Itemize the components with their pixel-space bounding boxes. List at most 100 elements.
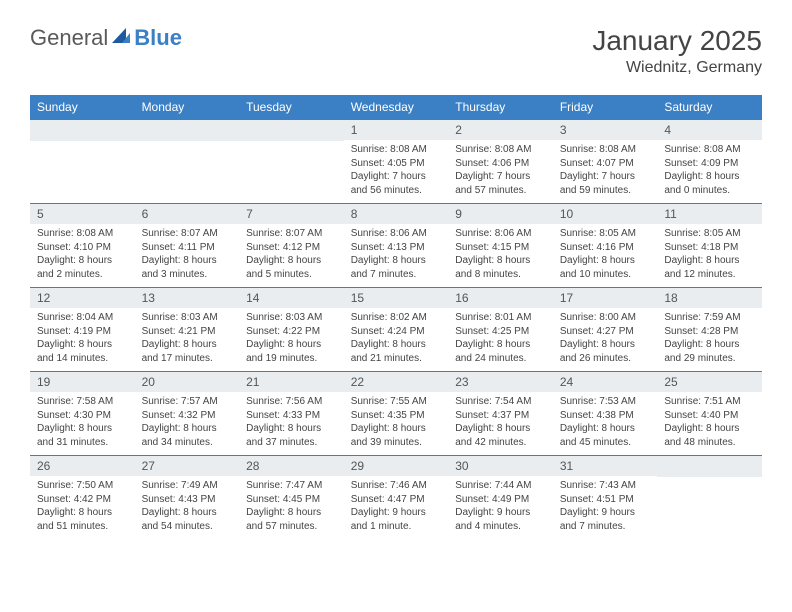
sunset-text: Sunset: 4:10 PM: [37, 241, 128, 255]
sunrise-text: Sunrise: 7:55 AM: [351, 395, 442, 409]
day-details: Sunrise: 8:08 AMSunset: 4:10 PMDaylight:…: [30, 224, 135, 286]
sunset-text: Sunset: 4:07 PM: [560, 157, 651, 171]
day-cell: 28Sunrise: 7:47 AMSunset: 4:45 PMDayligh…: [239, 456, 344, 540]
daylight-text: Daylight: 8 hours and 54 minutes.: [142, 506, 233, 533]
sunset-text: Sunset: 4:42 PM: [37, 493, 128, 507]
day-number: 17: [553, 288, 658, 308]
day-details: Sunrise: 7:44 AMSunset: 4:49 PMDaylight:…: [448, 476, 553, 538]
sunrise-text: Sunrise: 8:05 AM: [560, 227, 651, 241]
sunset-text: Sunset: 4:12 PM: [246, 241, 337, 255]
sunset-text: Sunset: 4:18 PM: [664, 241, 755, 255]
day-number: 29: [344, 456, 449, 476]
day-number: 27: [135, 456, 240, 476]
day-number: 18: [657, 288, 762, 308]
day-details: Sunrise: 8:06 AMSunset: 4:13 PMDaylight:…: [344, 224, 449, 286]
day-cell: [239, 120, 344, 204]
sunrise-text: Sunrise: 8:07 AM: [246, 227, 337, 241]
day-number: 24: [553, 372, 658, 392]
sunrise-text: Sunrise: 8:08 AM: [351, 143, 442, 157]
daylight-text: Daylight: 9 hours and 7 minutes.: [560, 506, 651, 533]
day-cell: 9Sunrise: 8:06 AMSunset: 4:15 PMDaylight…: [448, 204, 553, 288]
day-cell: 26Sunrise: 7:50 AMSunset: 4:42 PMDayligh…: [30, 456, 135, 540]
day-details: Sunrise: 8:02 AMSunset: 4:24 PMDaylight:…: [344, 308, 449, 370]
sunrise-text: Sunrise: 8:03 AM: [246, 311, 337, 325]
sunrise-text: Sunrise: 7:51 AM: [664, 395, 755, 409]
sunrise-text: Sunrise: 7:43 AM: [560, 479, 651, 493]
sunset-text: Sunset: 4:21 PM: [142, 325, 233, 339]
logo: General Blue: [30, 25, 182, 51]
sunrise-text: Sunrise: 8:06 AM: [455, 227, 546, 241]
day-details: Sunrise: 8:00 AMSunset: 4:27 PMDaylight:…: [553, 308, 658, 370]
sunrise-text: Sunrise: 7:49 AM: [142, 479, 233, 493]
daylight-text: Daylight: 8 hours and 12 minutes.: [664, 254, 755, 281]
day-details: Sunrise: 8:03 AMSunset: 4:21 PMDaylight:…: [135, 308, 240, 370]
day-number: 10: [553, 204, 658, 224]
sunset-text: Sunset: 4:35 PM: [351, 409, 442, 423]
day-number: 2: [448, 120, 553, 140]
day-cell: 4Sunrise: 8:08 AMSunset: 4:09 PMDaylight…: [657, 120, 762, 204]
daylight-text: Daylight: 8 hours and 7 minutes.: [351, 254, 442, 281]
calendar-table: SundayMondayTuesdayWednesdayThursdayFrid…: [30, 95, 762, 540]
day-details: Sunrise: 7:56 AMSunset: 4:33 PMDaylight:…: [239, 392, 344, 454]
sunrise-text: Sunrise: 8:08 AM: [37, 227, 128, 241]
daylight-text: Daylight: 8 hours and 31 minutes.: [37, 422, 128, 449]
day-number: 23: [448, 372, 553, 392]
day-header-row: SundayMondayTuesdayWednesdayThursdayFrid…: [30, 95, 762, 120]
sunset-text: Sunset: 4:32 PM: [142, 409, 233, 423]
day-cell: 27Sunrise: 7:49 AMSunset: 4:43 PMDayligh…: [135, 456, 240, 540]
week-row: 1Sunrise: 8:08 AMSunset: 4:05 PMDaylight…: [30, 120, 762, 204]
day-details: Sunrise: 8:05 AMSunset: 4:16 PMDaylight:…: [553, 224, 658, 286]
sunset-text: Sunset: 4:33 PM: [246, 409, 337, 423]
day-cell: 18Sunrise: 7:59 AMSunset: 4:28 PMDayligh…: [657, 288, 762, 372]
day-header: Sunday: [30, 95, 135, 120]
sunset-text: Sunset: 4:28 PM: [664, 325, 755, 339]
daylight-text: Daylight: 7 hours and 56 minutes.: [351, 170, 442, 197]
day-cell: [657, 456, 762, 540]
page-header: General Blue January 2025 Wiednitz, Germ…: [30, 25, 762, 77]
day-number: 31: [553, 456, 658, 476]
day-number: 8: [344, 204, 449, 224]
day-details: Sunrise: 7:47 AMSunset: 4:45 PMDaylight:…: [239, 476, 344, 538]
day-cell: 13Sunrise: 8:03 AMSunset: 4:21 PMDayligh…: [135, 288, 240, 372]
daylight-text: Daylight: 7 hours and 59 minutes.: [560, 170, 651, 197]
sunrise-text: Sunrise: 8:08 AM: [560, 143, 651, 157]
sunset-text: Sunset: 4:30 PM: [37, 409, 128, 423]
day-header: Monday: [135, 95, 240, 120]
day-details: Sunrise: 8:07 AMSunset: 4:12 PMDaylight:…: [239, 224, 344, 286]
sunset-text: Sunset: 4:11 PM: [142, 241, 233, 255]
day-number: 12: [30, 288, 135, 308]
daylight-text: Daylight: 8 hours and 2 minutes.: [37, 254, 128, 281]
daylight-text: Daylight: 8 hours and 42 minutes.: [455, 422, 546, 449]
week-row: 19Sunrise: 7:58 AMSunset: 4:30 PMDayligh…: [30, 372, 762, 456]
day-cell: 11Sunrise: 8:05 AMSunset: 4:18 PMDayligh…: [657, 204, 762, 288]
daylight-text: Daylight: 8 hours and 48 minutes.: [664, 422, 755, 449]
daylight-text: Daylight: 8 hours and 57 minutes.: [246, 506, 337, 533]
sunrise-text: Sunrise: 8:05 AM: [664, 227, 755, 241]
daylight-text: Daylight: 8 hours and 14 minutes.: [37, 338, 128, 365]
daylight-text: Daylight: 9 hours and 1 minute.: [351, 506, 442, 533]
sunrise-text: Sunrise: 7:50 AM: [37, 479, 128, 493]
sunset-text: Sunset: 4:24 PM: [351, 325, 442, 339]
sunset-text: Sunset: 4:37 PM: [455, 409, 546, 423]
sunrise-text: Sunrise: 8:00 AM: [560, 311, 651, 325]
location: Wiednitz, Germany: [592, 59, 762, 77]
logo-text-blue: Blue: [134, 25, 182, 51]
day-cell: 22Sunrise: 7:55 AMSunset: 4:35 PMDayligh…: [344, 372, 449, 456]
day-cell: 20Sunrise: 7:57 AMSunset: 4:32 PMDayligh…: [135, 372, 240, 456]
day-cell: 5Sunrise: 8:08 AMSunset: 4:10 PMDaylight…: [30, 204, 135, 288]
day-number: 6: [135, 204, 240, 224]
day-cell: 29Sunrise: 7:46 AMSunset: 4:47 PMDayligh…: [344, 456, 449, 540]
day-cell: 10Sunrise: 8:05 AMSunset: 4:16 PMDayligh…: [553, 204, 658, 288]
sunset-text: Sunset: 4:16 PM: [560, 241, 651, 255]
day-details: Sunrise: 7:51 AMSunset: 4:40 PMDaylight:…: [657, 392, 762, 454]
day-number: 4: [657, 120, 762, 140]
sunrise-text: Sunrise: 8:02 AM: [351, 311, 442, 325]
day-cell: 17Sunrise: 8:00 AMSunset: 4:27 PMDayligh…: [553, 288, 658, 372]
daylight-text: Daylight: 8 hours and 8 minutes.: [455, 254, 546, 281]
day-number: 19: [30, 372, 135, 392]
sunset-text: Sunset: 4:51 PM: [560, 493, 651, 507]
empty-day-number: [30, 120, 135, 141]
day-cell: 3Sunrise: 8:08 AMSunset: 4:07 PMDaylight…: [553, 120, 658, 204]
day-cell: 16Sunrise: 8:01 AMSunset: 4:25 PMDayligh…: [448, 288, 553, 372]
day-cell: 19Sunrise: 7:58 AMSunset: 4:30 PMDayligh…: [30, 372, 135, 456]
